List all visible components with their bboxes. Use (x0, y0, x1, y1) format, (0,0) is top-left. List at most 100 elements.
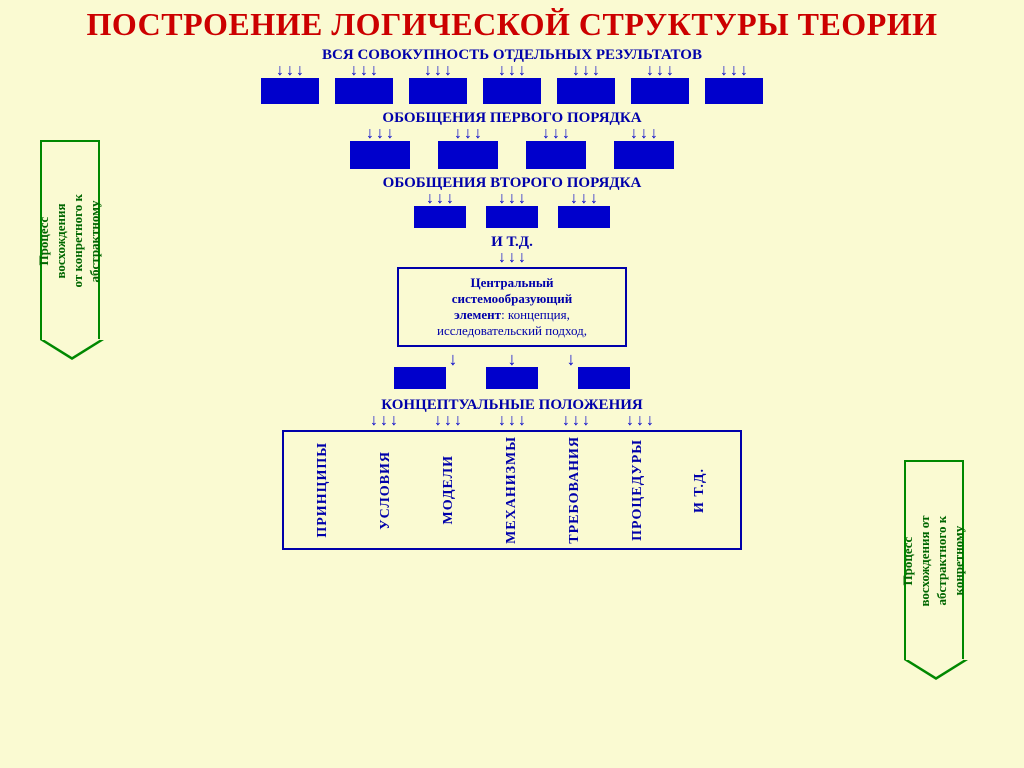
arrow-triplet: ↓↓↓ (562, 416, 590, 426)
left-pentagon-text: Процесс восхождения от конретного к абст… (36, 192, 104, 291)
blue-box (261, 78, 319, 104)
down-arrow-icon: ↓ (350, 66, 358, 76)
down-arrow-icon: ↓ (276, 66, 284, 76)
arrow-triplet: ↓↓↓ (424, 66, 452, 76)
bottom-item-label: МЕХАНИЗМЫ (504, 436, 520, 544)
down-arrow-icon: ↓ (508, 194, 516, 204)
below-central-row (0, 367, 1024, 389)
down-arrow-icon: ↓ (572, 416, 580, 426)
down-arrow-icon: ↓ (582, 66, 590, 76)
down-arrow-icon: ↓ (720, 66, 728, 76)
blue-box (350, 141, 410, 169)
down-arrow-icon: ↓ (562, 129, 570, 139)
arrow-triplet: ↓↓↓ (276, 66, 304, 76)
down-arrow-icon: ↓ (360, 66, 368, 76)
central-line1: Центральный (470, 275, 553, 290)
main-title: ПОСТРОЕНИЕ ЛОГИЧЕСКОЙ СТРУКТУРЫ ТЕОРИИ (0, 0, 1024, 45)
arrow-triplet: ↓↓↓ (426, 194, 454, 204)
level-1-row: ↓↓↓↓↓↓↓↓↓↓↓↓ (0, 129, 1024, 169)
down-arrow-icon: ↓ (474, 129, 482, 139)
down-arrow-icon: ↓ (444, 66, 452, 76)
down-arrow-icon: ↓ (498, 416, 506, 426)
pre-bottom-arrows: ↓↓↓↓↓↓↓↓↓↓↓↓↓↓↓ (0, 416, 1024, 426)
box-group: ↓↓↓ (261, 66, 319, 104)
blue-box (557, 78, 615, 104)
arrows-below-central: ↓↓↓ (0, 353, 1024, 365)
down-arrow-icon: ↓ (296, 66, 304, 76)
down-arrow-icon: ↓ (542, 129, 550, 139)
down-arrow-icon: ↓ (656, 66, 664, 76)
blue-box (394, 367, 446, 389)
blue-box (414, 206, 466, 228)
blue-box (486, 367, 538, 389)
bottom-item-label: ТРЕБОВАНИЯ (567, 436, 583, 544)
down-arrow-icon: ↓ (508, 416, 516, 426)
down-arrow-icon: ↓ (740, 66, 748, 76)
down-arrow-icon: ↓ (582, 416, 590, 426)
arrow-triplet: ↓↓↓ (542, 129, 570, 139)
box-group: ↓↓↓ (438, 129, 498, 169)
box-group: ↓↓↓ (558, 194, 610, 228)
blue-box (631, 78, 689, 104)
arrow-triplet: ↓↓↓ (720, 66, 748, 76)
down-arrow-icon: ↓ (444, 416, 452, 426)
box-group: ↓↓↓ (486, 194, 538, 228)
down-arrow-icon: ↓ (646, 66, 654, 76)
down-arrow-icon: ↓ (498, 66, 506, 76)
down-arrow-icon: ↓ (434, 66, 442, 76)
down-arrow-icon: ↓ (518, 66, 526, 76)
right-pentagon: Процесс восхождения от абстрактного к ко… (904, 460, 964, 660)
arrow-triplet: ↓↓↓ (646, 66, 674, 76)
down-arrow-icon: ↓ (426, 194, 434, 204)
level-0-row: ↓↓↓↓↓↓↓↓↓↓↓↓↓↓↓↓↓↓↓↓↓ (0, 66, 1024, 104)
blue-box (486, 206, 538, 228)
down-arrow-icon: ↓ (650, 129, 658, 139)
arrow-triplet: ↓↓↓ (498, 194, 526, 204)
blue-box (409, 78, 467, 104)
box-group: ↓↓↓ (614, 129, 674, 169)
central-element-box: Центральный системообразующий элемент: к… (397, 267, 627, 347)
down-arrow-icon: ↓ (518, 194, 526, 204)
central-line3: элемент (454, 307, 501, 322)
down-arrow-icon: ↓ (424, 66, 432, 76)
down-arrow-icon: ↓ (454, 416, 462, 426)
bottom-item-label: МОДЕЛИ (441, 455, 457, 525)
down-arrow-icon: ↓ (630, 129, 638, 139)
arrow-triplet: ↓↓↓ (434, 416, 462, 426)
level-2-row: ↓↓↓↓↓↓↓↓↓ (0, 194, 1024, 228)
down-arrow-icon: ↓ (570, 194, 578, 204)
down-arrow-icon: ↓ (572, 66, 580, 76)
bottom-container: ПРИНЦИПЫУСЛОВИЯМОДЕЛИМЕХАНИЗМЫТРЕБОВАНИЯ… (282, 430, 742, 550)
down-arrow-icon: ↓ (370, 66, 378, 76)
bottom-item-label: И Т.Д. (692, 468, 708, 513)
box-group: ↓↓↓ (409, 66, 467, 104)
down-arrow-icon: ↓ (552, 129, 560, 139)
down-arrow-icon: ↓ (436, 194, 444, 204)
arrow-triplet: ↓↓↓ (630, 129, 658, 139)
down-arrow-icon: ↓ (390, 416, 398, 426)
down-arrow-icon: ↓ (386, 129, 394, 139)
down-arrow-icon: ↓ (730, 66, 738, 76)
bottom-item-label: ПРИНЦИПЫ (315, 442, 331, 538)
down-arrow-icon: ↓ (666, 66, 674, 76)
blue-box (578, 367, 630, 389)
blue-box (526, 141, 586, 169)
down-arrow-icon: ↓ (434, 416, 442, 426)
down-arrow-icon: ↓ (286, 66, 294, 76)
box-group: ↓↓↓ (414, 194, 466, 228)
down-arrow-icon: ↓ (592, 66, 600, 76)
blue-box (614, 141, 674, 169)
down-arrow-icon: ↓ (464, 129, 472, 139)
arrow-triplet: ↓↓↓ (572, 66, 600, 76)
down-arrow-icon: ↓ (508, 66, 516, 76)
down-arrow-icon: ↓ (590, 194, 598, 204)
box-group: ↓↓↓ (557, 66, 615, 104)
bottom-item-label: ПРОЦЕДУРЫ (630, 439, 646, 541)
central-line4: исследовательский подход, (437, 323, 587, 338)
arrow-triplet: ↓↓↓ (366, 129, 394, 139)
arrow-triplet: ↓↓↓ (626, 416, 654, 426)
central-line3-rest: : концепция, (501, 307, 570, 322)
down-arrow-icon: ↓ (626, 416, 634, 426)
box-group: ↓↓↓ (335, 66, 393, 104)
down-arrow-icon: ↓ (646, 416, 654, 426)
